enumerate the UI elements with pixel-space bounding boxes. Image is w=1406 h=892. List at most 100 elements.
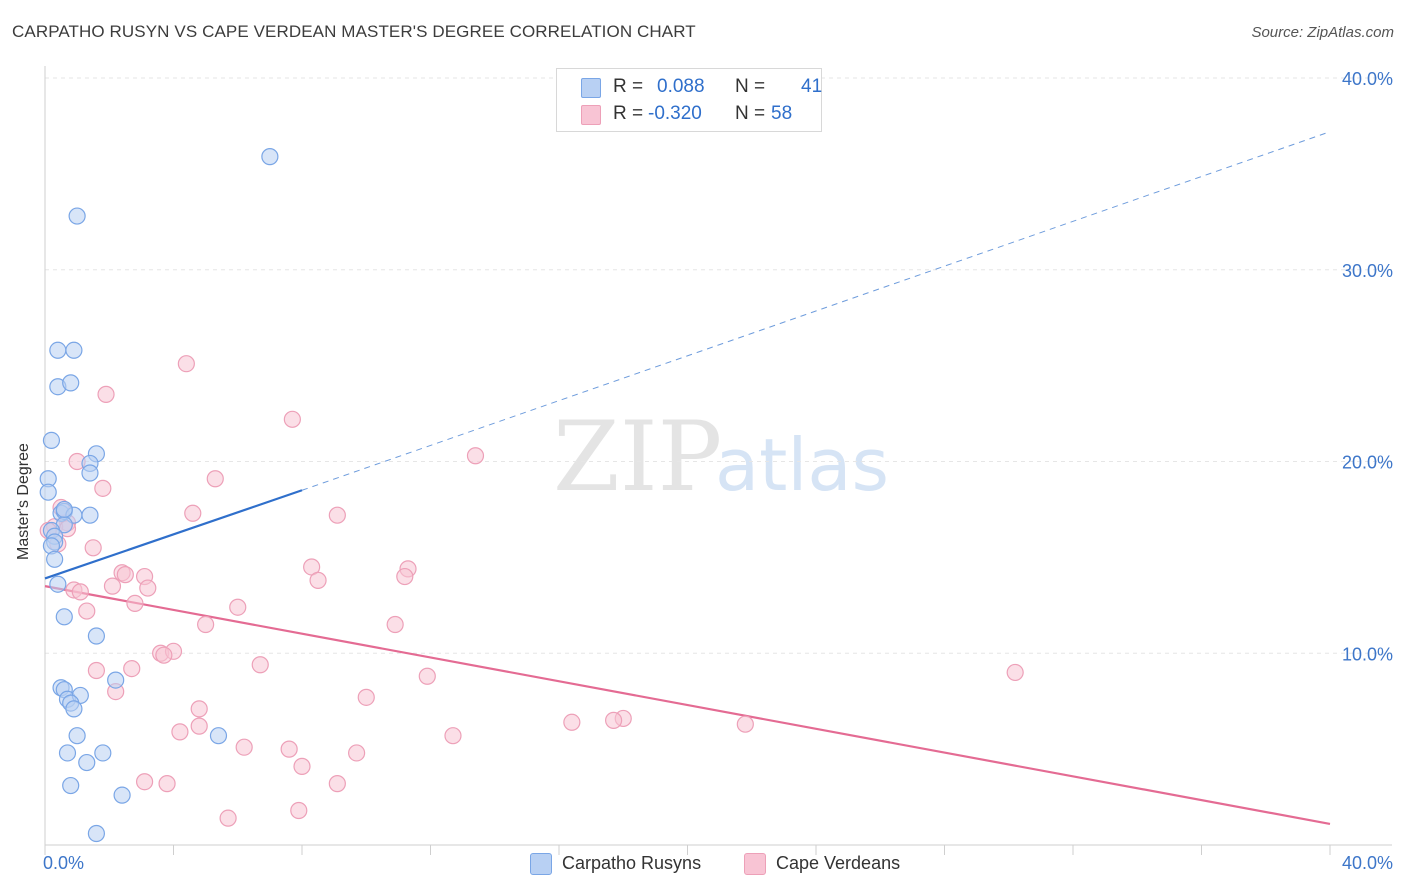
point-carpatho: [68, 207, 86, 225]
point-carpatho: [55, 500, 73, 519]
point-carpatho: [261, 148, 279, 166]
legend-swatch-icon: [744, 853, 766, 875]
point-capeverde: [155, 646, 173, 664]
x-tick-label: 0.0%: [43, 853, 84, 873]
point-capeverde: [87, 661, 106, 680]
legend-r-label: R =: [613, 76, 644, 97]
point-capeverde: [290, 801, 308, 820]
trend-line-carpatho-extension: [301, 131, 1331, 491]
y-axis-label: Master's Degree: [15, 443, 32, 560]
point-capeverde: [219, 809, 237, 827]
legend-r-value: -0.320: [648, 103, 702, 124]
legend-n-value: 41: [801, 76, 823, 97]
point-capeverde: [97, 385, 115, 403]
point-capeverde: [229, 598, 247, 616]
legend-r-value: 0.088: [657, 76, 705, 97]
point-capeverde: [123, 659, 141, 678]
point-capeverde: [190, 700, 208, 718]
legend-series-label: Cape Verdeans: [776, 853, 901, 873]
point-capeverde: [184, 504, 202, 522]
point-carpatho: [81, 506, 99, 524]
point-carpatho: [42, 431, 61, 450]
point-carpatho: [49, 575, 67, 593]
point-carpatho: [62, 374, 80, 392]
point-capeverde: [357, 688, 375, 706]
point-capeverde: [158, 775, 176, 793]
data-points: [39, 148, 1024, 843]
point-capeverde: [396, 567, 414, 586]
point-capeverde: [328, 775, 346, 793]
point-carpatho: [65, 341, 83, 359]
point-capeverde: [251, 656, 269, 674]
point-capeverde: [605, 711, 623, 729]
point-capeverde: [177, 355, 195, 373]
point-carpatho: [209, 727, 228, 745]
y-tick-label: 20.0%: [1342, 453, 1393, 473]
point-carpatho: [49, 341, 67, 359]
point-carpatho: [87, 627, 106, 645]
point-carpatho: [65, 700, 83, 718]
point-capeverde: [71, 583, 89, 601]
legend-n-value: 58: [771, 103, 793, 124]
point-capeverde: [348, 744, 366, 762]
point-carpatho: [58, 744, 77, 762]
point-capeverde: [466, 447, 485, 465]
point-carpatho: [107, 671, 125, 689]
point-capeverde: [94, 479, 112, 497]
trend-lines: [44, 131, 1331, 825]
point-carpatho: [46, 550, 64, 568]
point-capeverde: [1006, 663, 1024, 682]
point-capeverde: [444, 727, 462, 745]
point-capeverde: [418, 667, 436, 685]
watermark-atlas: atlas: [715, 423, 889, 507]
grid-lines: [45, 77, 1392, 654]
point-capeverde: [190, 717, 208, 735]
legend-n-label: N =: [735, 103, 766, 124]
y-tick-label: 10.0%: [1342, 644, 1393, 664]
point-capeverde: [563, 713, 581, 731]
point-carpatho: [39, 483, 57, 501]
y-tick-label: 30.0%: [1342, 261, 1393, 281]
point-carpatho: [94, 744, 112, 762]
legend-n-label: N =: [735, 76, 766, 97]
legend-swatch-carpatho: [581, 78, 601, 98]
point-carpatho: [87, 824, 106, 843]
legend-swatch-capeverde: [581, 105, 601, 125]
chart-title: CARPATHO RUSYN VS CAPE VERDEAN MASTER'S …: [12, 22, 696, 41]
point-capeverde: [293, 757, 311, 775]
point-capeverde: [103, 577, 122, 595]
point-capeverde: [283, 410, 301, 428]
correlation-legend: R = 0.088 N = 41 R = -0.320 N = 58: [556, 68, 822, 132]
trend-line-carpatho: [44, 489, 303, 580]
tick-labels: 10.0% 20.0% 30.0% 40.0% 0.0% 40.0%: [43, 69, 1393, 873]
point-capeverde: [736, 715, 754, 733]
legend-series-label: Carpatho Rusyns: [562, 853, 702, 873]
point-capeverde: [309, 571, 327, 589]
point-carpatho: [55, 608, 73, 626]
trend-line-capeverde: [44, 585, 1331, 825]
point-capeverde: [84, 539, 102, 557]
point-capeverde: [235, 738, 253, 756]
point-capeverde: [135, 773, 154, 791]
point-capeverde: [280, 740, 298, 758]
point-carpatho: [113, 786, 131, 804]
point-capeverde: [116, 566, 134, 584]
point-capeverde: [139, 579, 157, 597]
point-capeverde: [78, 602, 96, 620]
source-label: Source: ZipAtlas.com: [1251, 24, 1394, 41]
legend-r-label: R =: [613, 103, 644, 124]
axes: [44, 66, 1392, 855]
point-carpatho: [68, 727, 86, 745]
legend-swatch-icon: [530, 853, 552, 875]
point-carpatho: [78, 753, 96, 772]
watermark-zip: ZIP: [553, 401, 722, 513]
y-tick-label: 40.0%: [1342, 69, 1393, 89]
point-carpatho: [62, 776, 80, 795]
point-capeverde: [206, 470, 224, 488]
point-capeverde: [386, 615, 404, 634]
point-capeverde: [328, 506, 346, 524]
x-tick-label: 40.0%: [1342, 853, 1393, 873]
point-capeverde: [126, 594, 144, 612]
